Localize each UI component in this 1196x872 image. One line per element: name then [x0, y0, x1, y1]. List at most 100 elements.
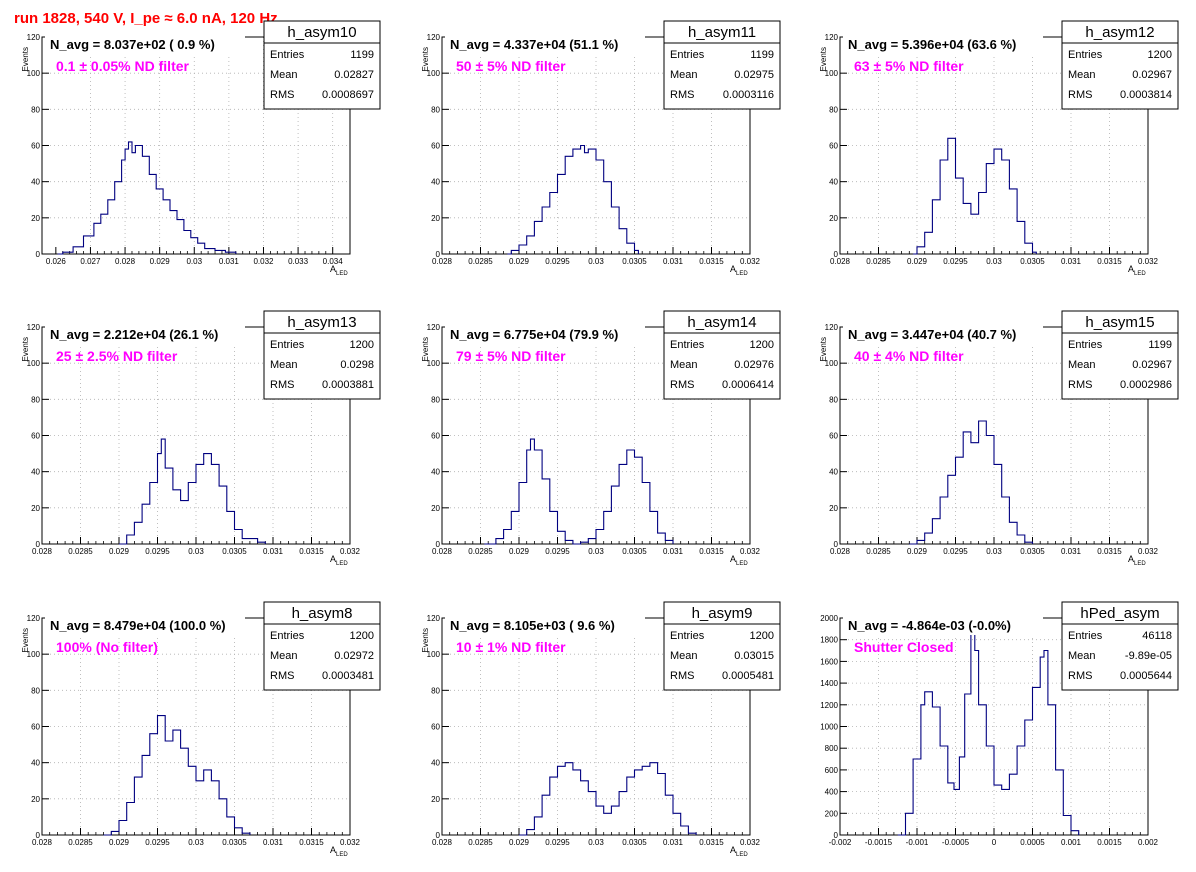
stats-label: Entries — [670, 339, 705, 351]
histogram-curve — [909, 420, 1034, 545]
annotation-label: 63 ± 5% ND filter — [854, 58, 964, 74]
plot-title: N_avg = 2.212e+04 (26.1 %) — [50, 327, 218, 342]
y-tick-label: 0 — [834, 831, 839, 840]
x-tick-label: 0.028 — [432, 257, 453, 266]
x-tick-label: 0.0315 — [1097, 547, 1122, 556]
x-tick-label: 0.0305 — [222, 547, 247, 556]
y-tick-label: 80 — [431, 686, 440, 695]
x-tick-label: 0.0315 — [299, 547, 324, 556]
y-tick-label: 600 — [825, 766, 839, 775]
x-tick-label: 0.029 — [907, 547, 928, 556]
y-tick-label: 100 — [825, 69, 839, 78]
y-tick-label: 40 — [31, 759, 40, 768]
stats-label: RMS — [670, 379, 694, 391]
histogram-panel-h_asym8: 0.028 0.0285 0.029 0.0295 0.03 0.0305 0.031 0.0… — [21, 601, 381, 858]
plot-title-bg — [45, 617, 245, 635]
x-tick-label: 0.001 — [1061, 838, 1082, 847]
y-axis-label: Events — [421, 628, 430, 652]
y-tick-label: 100 — [27, 650, 41, 659]
y-tick-label: 120 — [427, 323, 441, 332]
x-tick-label: 0.029 — [509, 547, 530, 556]
y-tick-label: 60 — [31, 142, 40, 151]
y-tick-label: 0 — [834, 250, 839, 259]
x-tick-label: 0.031 — [263, 838, 284, 847]
histogram-panel-h_asym15: 0.028 0.0285 0.029 0.0295 0.03 0.0305 0.031 0.0… — [819, 310, 1179, 567]
plot-title: N_avg = 8.479e+04 (100.0 %) — [50, 618, 226, 633]
y-tick-label: 120 — [427, 614, 441, 623]
annotation-label: 40 ± 4% ND filter — [854, 348, 964, 364]
x-tick-label: 0.0315 — [699, 838, 724, 847]
x-tick-label: 0.002 — [1138, 838, 1159, 847]
stats-box — [663, 310, 781, 400]
y-tick-label: 80 — [431, 395, 440, 404]
x-tick-label: 0.031 — [1061, 547, 1082, 556]
x-tick-label: 0.0305 — [622, 838, 647, 847]
stats-label: Mean — [670, 650, 698, 662]
stats-label: RMS — [1068, 89, 1092, 101]
x-tick-label: 0.031 — [663, 547, 684, 556]
plot-title-bg — [843, 617, 1043, 635]
stats-label: Entries — [270, 339, 305, 351]
y-tick-label: 100 — [427, 359, 441, 368]
y-tick-label: 60 — [431, 723, 440, 732]
x-tick-label: 0.0285 — [468, 838, 493, 847]
y-tick-label: 120 — [825, 323, 839, 332]
y-tick-label: 0 — [36, 831, 41, 840]
x-tick-label: 0.029 — [109, 547, 130, 556]
x-tick-label: 0.033 — [288, 257, 309, 266]
y-tick-label: 0 — [436, 831, 441, 840]
y-tick-label: 80 — [31, 395, 40, 404]
stats-value: 0.02976 — [734, 359, 774, 371]
stats-label: RMS — [270, 89, 294, 101]
y-tick-label: 120 — [27, 33, 41, 42]
y-tick-label: 1200 — [820, 701, 838, 710]
y-tick-label: 40 — [431, 468, 440, 477]
y-tick-label: 120 — [427, 33, 441, 42]
y-tick-label: 1000 — [820, 723, 838, 732]
stats-label: Entries — [270, 49, 305, 61]
y-tick-label: 20 — [431, 504, 440, 513]
x-tick-label: 0.0315 — [1097, 257, 1122, 266]
y-tick-label: 80 — [31, 105, 40, 114]
y-tick-label: 1800 — [820, 636, 838, 645]
y-tick-label: 400 — [825, 788, 839, 797]
y-tick-label: 20 — [431, 214, 440, 223]
y-tick-label: 60 — [31, 723, 40, 732]
stats-label: RMS — [270, 670, 294, 682]
y-tick-label: 80 — [829, 395, 838, 404]
stats-box — [663, 20, 781, 110]
x-tick-label: 0.032 — [253, 257, 274, 266]
x-tick-label: 0.03 — [188, 838, 204, 847]
stats-value: 0.03015 — [734, 650, 774, 662]
stats-label: RMS — [1068, 670, 1092, 682]
x-tick-label: 0.0305 — [1020, 257, 1045, 266]
plot-title-bg — [45, 326, 245, 344]
x-tick-label: -0.002 — [829, 838, 852, 847]
histogram-panel-h_asym12: 0.028 0.0285 0.029 0.0295 0.03 0.0305 0.031 0.0… — [819, 20, 1179, 277]
x-tick-label: 0.032 — [740, 547, 761, 556]
y-tick-label: 100 — [825, 359, 839, 368]
stats-label: Mean — [670, 359, 698, 371]
stats-histogram-name: h_asym11 — [688, 24, 756, 41]
y-tick-label: 0 — [36, 540, 41, 549]
x-tick-label: 0.03 — [186, 257, 202, 266]
stats-label: Mean — [670, 69, 698, 81]
y-tick-label: 0 — [36, 250, 41, 259]
y-tick-label: 40 — [431, 759, 440, 768]
stats-value: 0.0003814 — [1120, 89, 1172, 101]
y-tick-label: 40 — [829, 468, 838, 477]
y-axis-label: Events — [421, 47, 430, 71]
plot-title: N_avg = -4.864e-03 (-0.0%) — [848, 618, 1011, 633]
stats-value: 0.02967 — [1132, 69, 1172, 81]
stats-box — [263, 601, 381, 691]
histogram-curve — [57, 141, 237, 255]
x-tick-label: 0.0295 — [943, 547, 968, 556]
y-tick-label: 0 — [436, 540, 441, 549]
stats-label: RMS — [670, 89, 694, 101]
y-axis-label: Events — [421, 337, 430, 361]
y-tick-label: 40 — [31, 468, 40, 477]
x-tick-label: 0.028 — [115, 257, 136, 266]
stats-histogram-name: h_asym8 — [292, 605, 353, 622]
plot-title-bg — [843, 36, 1043, 54]
stats-label: Mean — [1068, 69, 1096, 81]
